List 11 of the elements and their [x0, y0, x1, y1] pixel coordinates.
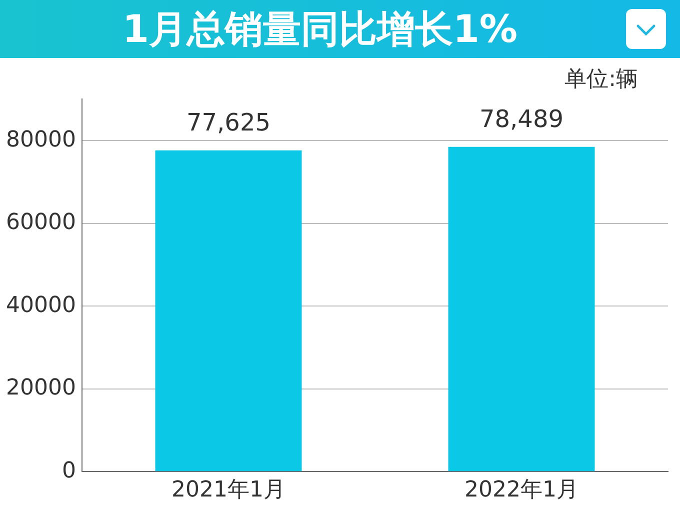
y-tick-label: 80000 [6, 127, 76, 152]
y-tick-label: 20000 [6, 376, 76, 401]
chart-title: 1月总销量同比增长1% [122, 6, 518, 53]
data-label: 77,625 [186, 108, 270, 137]
x-tick-label: 2021年1月 [171, 478, 286, 503]
y-tick-label: 0 [62, 458, 76, 484]
text: 单位:辆 [564, 66, 638, 94]
y-tick-label: 40000 [6, 292, 76, 318]
x-tick-label: 2022年1月 [464, 478, 578, 503]
y-tick-label: 60000 [6, 210, 76, 236]
data-label: 78,489 [480, 105, 564, 134]
